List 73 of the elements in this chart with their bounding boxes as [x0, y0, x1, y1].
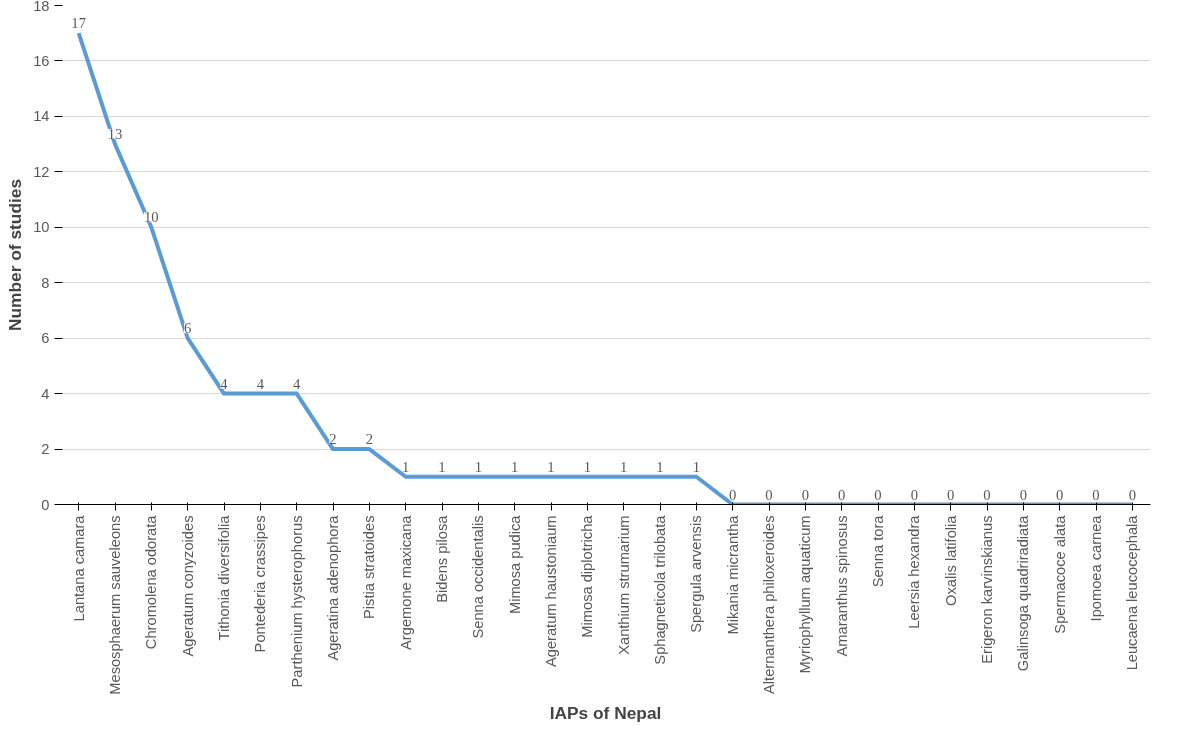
x-tick-label: Bidens pilosa [434, 514, 450, 603]
x-tick-label: Galinsoga quadriradiata [1015, 514, 1032, 672]
data-label: 0 [765, 486, 773, 503]
x-tick-label: Tithonia diversifolia [216, 514, 232, 641]
x-tick-label: Mikania micrantha [724, 514, 741, 635]
data-label: 0 [1056, 486, 1064, 503]
x-tick-label: Alternanthera philoxeroides [761, 515, 777, 694]
y-tick-label: 10 [33, 219, 50, 236]
data-label: 0 [1128, 486, 1136, 503]
x-tick-label: Oxalis latifolia [942, 514, 959, 606]
y-tick-label: 12 [33, 163, 50, 180]
x-tick-label: Myriophyllum aquaticum [797, 515, 814, 674]
data-label: 0 [983, 486, 991, 503]
x-tick-label: Spergula arvensis [688, 515, 705, 633]
data-label: 0 [874, 486, 882, 503]
x-tick-label: Pontederia crassipes [252, 515, 269, 653]
data-label: 4 [293, 375, 301, 392]
y-tick-label: 2 [41, 441, 50, 458]
data-label: 13 [107, 126, 123, 143]
data-label: 1 [547, 458, 555, 475]
data-label: 0 [910, 486, 918, 503]
x-tick-label: Argemone maxicana [397, 514, 414, 650]
x-tick-label: Mesosphaerum sauveleons [107, 515, 123, 695]
data-label: 0 [1092, 486, 1100, 503]
data-label: 1 [474, 458, 482, 475]
x-tick-label: Parthenium hysterophorus [288, 515, 305, 688]
x-tick-label: Leersia hexandra [906, 514, 923, 629]
x-tick-label: Amaranthus spinosus [833, 515, 850, 657]
y-tick-label: 6 [41, 330, 50, 347]
x-tick-label: Spermacoce alata [1051, 514, 1068, 634]
data-label: 1 [656, 458, 664, 475]
data-label: 2 [329, 431, 337, 448]
data-label: 1 [692, 458, 700, 475]
data-label: 6 [184, 320, 192, 337]
data-label: 1 [402, 458, 410, 475]
data-label: 0 [729, 486, 737, 503]
data-label: 2 [365, 431, 373, 448]
x-tick-label: Ageratum conyzoides [179, 515, 196, 657]
x-tick-label: Lantana camara [70, 514, 87, 622]
data-label: 4 [256, 375, 265, 392]
data-label: 0 [801, 486, 809, 503]
y-tick-label: 4 [41, 385, 50, 402]
x-tick-label: Leucaena leucocephala [1124, 514, 1141, 671]
x-tick-label: Ipomoea carnea [1088, 514, 1104, 622]
data-label: 1 [583, 458, 591, 475]
x-tick-label: Erigeron karvinskianus [979, 515, 995, 664]
data-label: 0 [1019, 486, 1027, 503]
data-label: 10 [144, 209, 159, 226]
x-tick-label: Pistia stratoides [361, 515, 378, 619]
x-tick-label: Mimosa diplotricha [579, 514, 596, 638]
data-label: 0 [838, 486, 846, 503]
y-tick-label: 14 [33, 108, 50, 125]
y-tick-label: 8 [41, 274, 50, 291]
data-label: 1 [438, 458, 446, 475]
y-tick-label: 18 [33, 0, 50, 14]
x-tick-label: Xanthium strumarium [615, 515, 632, 655]
data-label: 0 [947, 486, 955, 503]
x-tick-label: Senna occidentalis [470, 515, 487, 639]
x-axis-title: IAPs of Nepal [549, 702, 662, 723]
y-tick-label: 16 [33, 52, 50, 69]
data-label: 17 [71, 15, 86, 32]
y-axis-title: Number of studies [5, 178, 26, 332]
data-label: 1 [511, 458, 519, 475]
x-tick-label: Chromolena odorata [143, 514, 160, 650]
data-label: 4 [220, 375, 229, 392]
x-tick-label: Senna tora [870, 514, 886, 588]
x-tick-label: Sphagneticola trilobata [652, 514, 668, 665]
data-label: 1 [620, 458, 628, 475]
x-tick-label: Ageratum haustoniaum [543, 515, 559, 668]
line-series [76, 31, 1135, 505]
x-tick-label: Mimosa pudica [506, 514, 523, 615]
y-tick-label: 0 [41, 496, 50, 513]
x-tick-label: Ageratina adenophora [325, 514, 341, 661]
